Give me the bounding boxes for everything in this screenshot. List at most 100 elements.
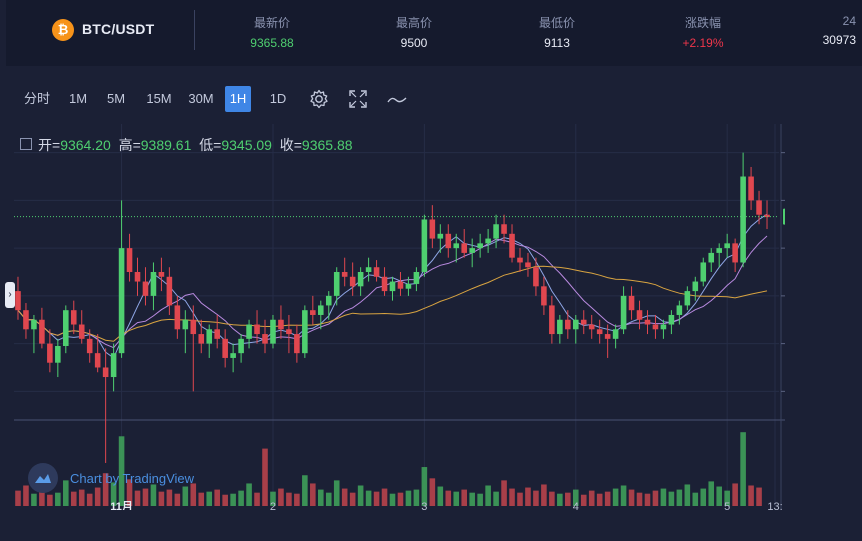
ma30-line	[17, 265, 768, 342]
candle-body	[453, 243, 460, 249]
candle-body	[732, 243, 738, 263]
candle-body	[533, 267, 539, 287]
candlestick-chart[interactable]: 9365.889500.009400.009300.009200.009100.…	[14, 124, 785, 510]
volume-bar	[134, 490, 141, 506]
volume-bar	[150, 484, 157, 506]
volume-bar	[182, 486, 189, 506]
candle-body	[47, 343, 53, 363]
volume-bar	[413, 489, 420, 506]
fullscreen-icon[interactable]	[347, 88, 369, 110]
stat-label: 最低价	[538, 16, 575, 30]
volume-bar	[700, 488, 707, 506]
candle-body	[78, 324, 85, 339]
candle-body	[764, 214, 770, 218]
candle-body	[262, 334, 268, 344]
timeframe-5m[interactable]: 5M	[106, 91, 126, 106]
volume-bar	[110, 482, 117, 506]
candle-body	[604, 334, 611, 339]
timeframe-1h[interactable]: 1H	[225, 86, 251, 112]
tradingview-watermark: Chart by TradingView	[28, 463, 194, 493]
current-price-badge	[783, 208, 785, 225]
stat-label: 最新价	[253, 16, 290, 30]
candle-body	[246, 324, 252, 339]
close-value: 9365.88	[301, 137, 353, 153]
volume-bar	[55, 492, 61, 506]
timeframe-30m[interactable]: 30M	[188, 91, 214, 106]
candle-body	[429, 219, 436, 239]
candle-body	[302, 310, 308, 354]
stat-label: 涨跌幅	[684, 16, 721, 30]
volume-bar	[270, 491, 276, 506]
pair-title[interactable]: BTC/USDT	[82, 21, 155, 37]
candle-body	[724, 243, 730, 249]
candle-body	[23, 310, 29, 330]
candle-body	[684, 291, 691, 306]
volume-bar	[94, 487, 101, 506]
volume-bar	[254, 492, 260, 506]
volume-bar	[684, 484, 691, 506]
volume-bar	[580, 494, 587, 506]
ohlc-legend: 开=9364.20 高=9389.61 低=9345.09 收=9365.88	[20, 135, 353, 155]
volume-bar	[596, 493, 603, 506]
volume-bar	[676, 489, 683, 506]
candle-body	[580, 319, 587, 325]
settings-icon[interactable]	[308, 88, 330, 110]
volume-bar	[365, 490, 372, 506]
volume-bar	[732, 483, 738, 506]
line-style-icon[interactable]	[386, 88, 408, 110]
volume-bar	[628, 489, 635, 506]
candle-body	[86, 338, 93, 354]
volume-bar	[126, 479, 133, 506]
high-label: 高=	[118, 137, 141, 153]
volume-bar	[230, 493, 236, 506]
volume-bar	[310, 483, 316, 506]
timeframe-15m[interactable]: 15M	[146, 91, 172, 106]
volume-bar	[15, 490, 21, 506]
candle-body	[740, 176, 746, 263]
volume-bar	[493, 491, 499, 506]
volume-bar	[78, 489, 85, 506]
candle-body	[549, 305, 555, 335]
volume-bar	[740, 432, 746, 506]
timeframe-tick[interactable]: 分时	[23, 91, 50, 106]
candle-body	[158, 272, 165, 277]
candle-body	[541, 286, 547, 306]
volume-bar	[612, 488, 619, 506]
volume-bar	[549, 491, 555, 506]
tradingview-cloud-icon	[28, 463, 58, 493]
candle-body	[493, 224, 499, 239]
volume-bar	[445, 490, 452, 506]
candle-body	[501, 224, 507, 234]
volume-bar	[158, 491, 165, 506]
volume-bar	[262, 448, 268, 506]
candle-body	[55, 346, 61, 363]
timeframe-1m[interactable]: 1M	[68, 91, 88, 106]
side-panel-handle[interactable]: ›	[5, 282, 15, 308]
volume-bar	[557, 493, 563, 506]
candle-body	[230, 353, 236, 358]
volume-bar	[405, 490, 412, 506]
volume-bar	[70, 491, 77, 506]
candle-body	[620, 295, 627, 330]
legend-toggle-icon[interactable]	[20, 138, 32, 151]
volume-bar	[453, 491, 460, 506]
candle-body	[174, 305, 181, 330]
candle-body	[437, 233, 444, 239]
candle-body	[206, 329, 213, 344]
volume-bar	[469, 492, 475, 506]
timeframe-1d[interactable]: 1D	[269, 91, 287, 106]
candle-body	[756, 200, 762, 215]
candle-body	[341, 272, 348, 277]
volume-bar	[341, 488, 348, 506]
volume-bar	[461, 489, 468, 506]
volume-bar	[437, 486, 444, 506]
stat-value: 30973	[822, 33, 856, 47]
candle-body	[238, 338, 244, 354]
candle-body	[110, 353, 117, 378]
candle-body	[222, 338, 228, 358]
volume-bar	[294, 493, 300, 506]
candle-body	[70, 310, 77, 325]
candle-body	[517, 257, 523, 263]
market-header: ₿ BTC/USDT 最新价 9365.88 最高价 9500 最低价 9113…	[6, 0, 862, 66]
candle-body	[644, 319, 651, 325]
